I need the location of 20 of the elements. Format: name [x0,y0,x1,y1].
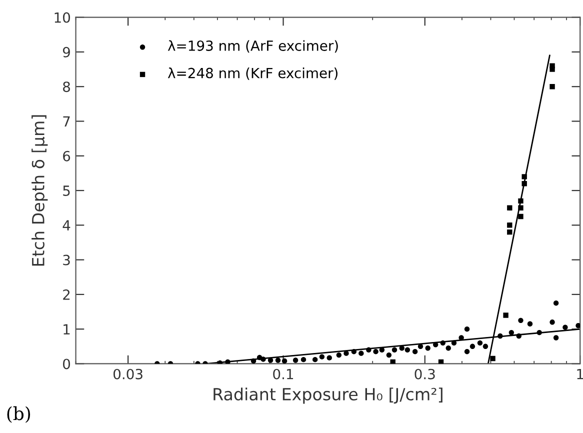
y-tick-label: 6 [63,150,70,162]
y-tick-label: 7 [63,116,70,127]
y-tick-label: 10 [54,12,70,23]
text: (b) [7,406,30,423]
y-tick-label: 1 [64,324,70,334]
legend-label: λ=248 nm (KrF excimer) [168,68,338,80]
y-tick-label: 4 [62,220,70,230]
y-tick-label: 5 [63,186,70,196]
legend-label: λ=193 nm (ArF excimer) [168,40,338,53]
x-tick-label: 0.3 [414,368,435,380]
y-tick-label: 2 [63,289,70,300]
y-tick-label: 8 [63,82,70,92]
x-axis-title: Radiant Exposure H₀ [J/cm²] [214,388,442,404]
x-tick-label: 0.1 [273,368,294,380]
y-axis-title: Etch Depth δ [μm] [32,115,48,266]
x-tick-label: 0.03 [114,368,142,380]
x-tick-label: 1 [577,369,583,380]
y-tick-label: 0 [63,358,70,370]
y-tick-label: 9 [62,46,70,58]
y-tick-label: 3 [63,254,70,266]
